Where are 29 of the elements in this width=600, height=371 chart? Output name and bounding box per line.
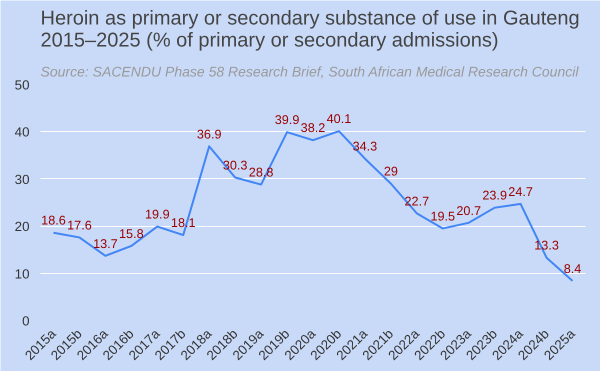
y-tick-label: 0	[22, 314, 30, 328]
data-label: 19.5	[430, 209, 456, 224]
data-label: 15.8	[119, 226, 144, 241]
y-tick-label: 20	[14, 219, 30, 234]
data-label: 20.7	[456, 204, 482, 218]
data-label: 17.6	[67, 218, 92, 232]
data-label: 40.1	[326, 112, 352, 126]
data-label: 39.9	[274, 113, 300, 128]
data-label: 18.1	[170, 216, 196, 230]
data-label: 13.7	[93, 236, 118, 251]
y-tick-label: 50	[14, 78, 30, 92]
data-label: 38.2	[300, 121, 326, 136]
data-label: 24.7	[508, 184, 533, 199]
data-label: 19.9	[144, 208, 170, 222]
data-label: 22.7	[404, 194, 430, 208]
data-label: 13.3	[534, 238, 559, 253]
data-label: 36.9	[196, 127, 222, 142]
data-label: 29	[384, 164, 398, 179]
y-tick-label: 40	[14, 124, 30, 140]
y-tick-label: 30	[14, 172, 30, 187]
data-label: 8.4	[564, 262, 582, 276]
data-label: 28.8	[248, 166, 274, 180]
data-label: 18.6	[41, 214, 66, 228]
data-label: 34.3	[352, 140, 378, 154]
data-label: 23.9	[482, 188, 507, 203]
chart-title: Heroin as primary or secondary substance of use in Gauteng 2015–2025 (% of primary or secondary admissions)	[40, 8, 580, 52]
source-note: Source: SACENDU Phase 58 Research Brief, South African Medical Research Council	[40, 64, 580, 80]
y-tick-label: 10	[14, 266, 30, 282]
data-label: 30.3	[222, 158, 248, 172]
